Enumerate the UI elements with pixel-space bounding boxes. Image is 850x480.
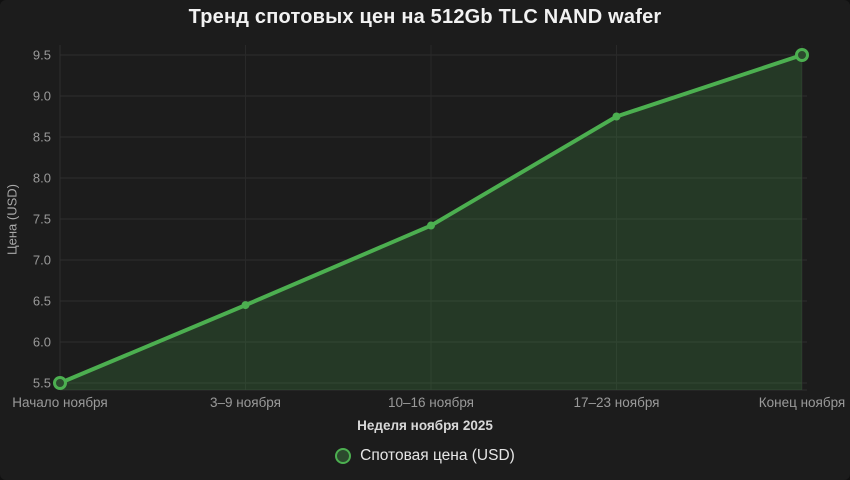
x-tick-label: 10–16 ноября bbox=[388, 395, 474, 410]
y-axis-title: Цена (USD) bbox=[4, 184, 20, 255]
y-tick-label: 8.0 bbox=[33, 171, 51, 186]
y-tick-label: 8.5 bbox=[33, 130, 51, 145]
legend-ring-icon bbox=[335, 448, 352, 464]
legend-label: Спотовая цена (USD) bbox=[360, 447, 515, 464]
y-tick-label: 9.0 bbox=[33, 89, 51, 104]
x-axis-title: Неделя ноября 2025 bbox=[357, 418, 493, 433]
legend: Спотовая цена (USD) bbox=[0, 447, 850, 465]
chart-title: Тренд спотовых цен на 512Gb TLC NAND waf… bbox=[188, 6, 662, 28]
x-tick-label: 3–9 ноября bbox=[210, 395, 281, 410]
data-point-marker bbox=[612, 112, 621, 121]
x-tick-label: Начало ноября bbox=[12, 395, 107, 410]
data-point-marker bbox=[53, 376, 67, 390]
y-tick-label: 5.5 bbox=[33, 376, 51, 391]
y-tick-label: 7.5 bbox=[33, 212, 51, 227]
x-tick-label: 17–23 ноября bbox=[574, 395, 660, 410]
y-tick-label: 9.5 bbox=[33, 48, 51, 63]
data-point-marker bbox=[241, 301, 250, 310]
data-point-marker bbox=[427, 221, 435, 230]
data-point-marker bbox=[795, 48, 809, 62]
x-tick-label: Конец ноября bbox=[759, 395, 846, 410]
y-tick-label: 6.5 bbox=[33, 294, 51, 309]
y-tick-label: 6.0 bbox=[33, 335, 51, 350]
y-tick-label: 7.0 bbox=[33, 253, 51, 268]
